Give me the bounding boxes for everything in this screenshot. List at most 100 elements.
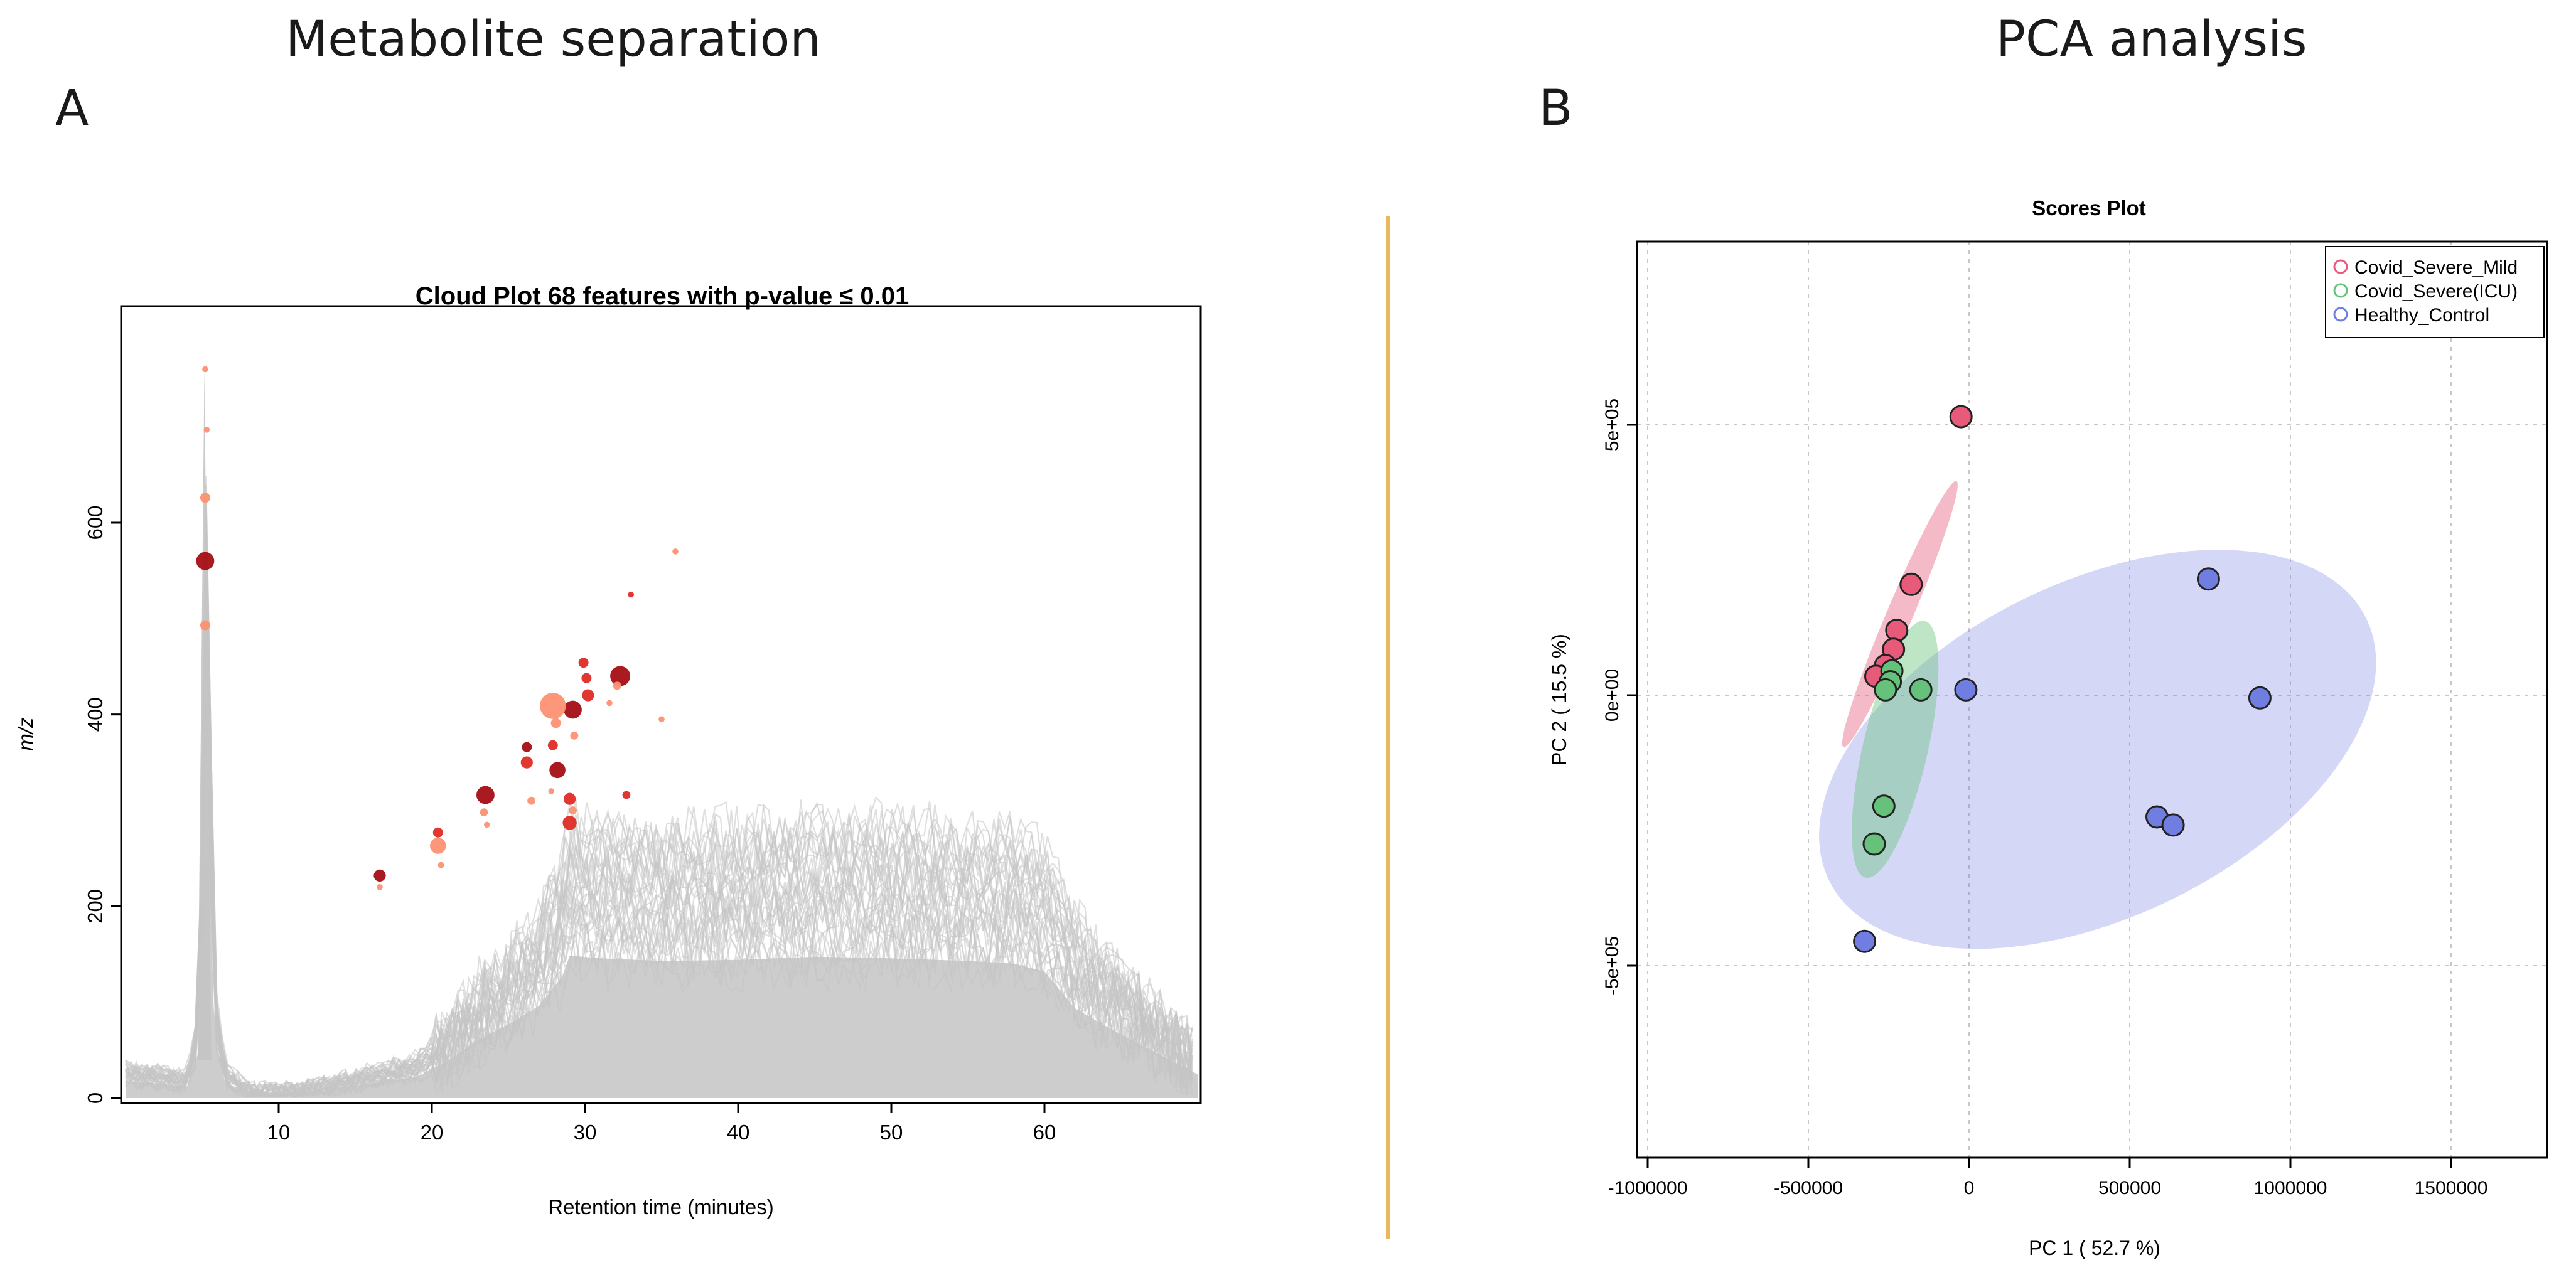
cloud-y-label: m/z [14, 717, 37, 751]
score-point [1954, 678, 1978, 702]
feature-point [549, 762, 566, 779]
score-point [2196, 567, 2220, 591]
cloud-plot-frame [120, 305, 1202, 1104]
cloud-y-tick-label: 0 [83, 1092, 107, 1104]
feature-point [547, 740, 558, 750]
legend-box [2325, 246, 2545, 338]
legend-label: Covid_Severe_Mild [2354, 257, 2518, 278]
cloud-x-tick-label: 50 [880, 1121, 903, 1144]
legend-label: Covid_Severe(ICU) [2354, 281, 2518, 302]
score-point [2161, 813, 2185, 837]
feature-point [569, 806, 577, 814]
feature-point [430, 838, 446, 854]
feature-point [564, 792, 576, 805]
scores-x-tick-label: 500000 [2098, 1178, 2161, 1198]
score-point [2248, 686, 2272, 710]
cloud-x-tick-label: 20 [421, 1121, 444, 1144]
scores-x-label: PC 1 ( 52.7 %) [2029, 1237, 2160, 1259]
feature-point [581, 673, 592, 683]
feature-point [480, 808, 488, 816]
feature-point [562, 816, 577, 830]
scores-y-label: PC 2 ( 15.5 %) [1548, 634, 1570, 766]
feature-point [606, 700, 613, 707]
feature-point [613, 681, 621, 690]
feature-point [658, 716, 665, 723]
legend-marker [2333, 283, 2348, 298]
cloud-x-tick-label: 30 [574, 1121, 597, 1144]
score-points [1853, 405, 2272, 953]
tic-trace [125, 476, 1193, 1097]
feature-point [196, 552, 215, 570]
feature-point [578, 658, 589, 668]
scores-y-tick-label: 5e+05 [1602, 398, 1623, 451]
feature-point [476, 786, 495, 804]
cloud-x-tick-label: 40 [727, 1121, 750, 1144]
feature-point [200, 493, 210, 503]
cloud-y-tick-label: 600 [83, 505, 107, 540]
feature-point [202, 366, 208, 373]
feature-point [520, 756, 533, 769]
cloud-x-tick-label: 60 [1033, 1121, 1056, 1144]
cloud-x-label: Retention time (minutes) [548, 1195, 773, 1219]
tic-trace [125, 484, 1193, 1095]
feature-point [610, 666, 631, 686]
cloud-y-tick-label: 200 [83, 889, 107, 924]
scores-legend: Covid_Severe_Mild Covid_Severe(ICU) Health… [2325, 246, 2545, 338]
feature-points [196, 366, 679, 890]
feature-point [628, 591, 634, 598]
score-point [1949, 405, 1973, 429]
feature-point [377, 884, 383, 890]
feature-point [432, 827, 443, 838]
score-point [1872, 794, 1896, 818]
score-point [1874, 678, 1897, 702]
panel-b-letter: B [1539, 80, 1573, 137]
feature-point [564, 700, 582, 719]
score-point [1899, 572, 1923, 596]
feature-point [550, 718, 561, 728]
cloud-plot: Cloud Plot 68 features with p-value ≤ 0.… [14, 282, 1202, 1219]
scores-plot-frame [1636, 240, 2548, 1159]
feature-point [622, 791, 631, 799]
score-point [1885, 619, 1909, 643]
cloud-x-tick-label: 10 [267, 1121, 291, 1144]
scores-x-tick-label: 1500000 [2415, 1178, 2488, 1198]
scores-x-tick-label: 0 [1964, 1178, 1975, 1198]
scores-y-tick-label: 0e+00 [1602, 669, 1623, 722]
feature-point [540, 693, 566, 719]
cloud-x-axis: 10 20 30 40 50 60 [267, 1103, 1056, 1144]
scores-x-tick-label: 1000000 [2254, 1178, 2327, 1198]
tic-peak [197, 369, 212, 1060]
scores-plot-title: Scores Plot [2032, 196, 2146, 220]
feature-point [570, 731, 579, 740]
cloud-y-tick-label: 400 [83, 697, 107, 732]
tic-traces [124, 369, 1198, 1098]
ellipse-healthy-control [1819, 550, 2376, 949]
feature-point [582, 689, 594, 702]
feature-point [527, 796, 535, 805]
feature-point [373, 869, 386, 882]
scores-plot: Scores Plot -1000000 -500000 0 500000 100000… [1548, 196, 2548, 1259]
feature-point [522, 742, 532, 752]
score-point [1862, 832, 1886, 856]
feature-point [203, 427, 210, 433]
scores-x-axis: -1000000 -500000 0 500000 1000000 1500000 [1608, 1158, 2488, 1198]
score-point [1909, 678, 1933, 702]
feature-point [484, 821, 490, 828]
scores-x-tick-label: -1000000 [1608, 1178, 1688, 1198]
feature-point [437, 862, 444, 868]
scores-y-axis: -5e+05 0e+00 5e+05 [1602, 398, 1637, 995]
cloud-y-axis: 0 200 400 600 [83, 505, 121, 1104]
scores-x-tick-label: -500000 [1774, 1178, 1843, 1198]
feature-point [548, 788, 555, 794]
legend-label: Healthy_Control [2354, 305, 2489, 326]
panel-b-title: PCA analysis [1996, 11, 2307, 68]
tic-trace [125, 616, 1193, 1097]
score-point [1853, 929, 1877, 953]
tic-fill [126, 771, 1198, 1098]
panel-a-letter: A [55, 80, 89, 137]
panel-a-title: Metabolite separation [286, 11, 821, 68]
feature-point [200, 620, 210, 631]
scores-y-tick-label: -5e+05 [1602, 936, 1623, 995]
legend-marker [2333, 259, 2348, 274]
